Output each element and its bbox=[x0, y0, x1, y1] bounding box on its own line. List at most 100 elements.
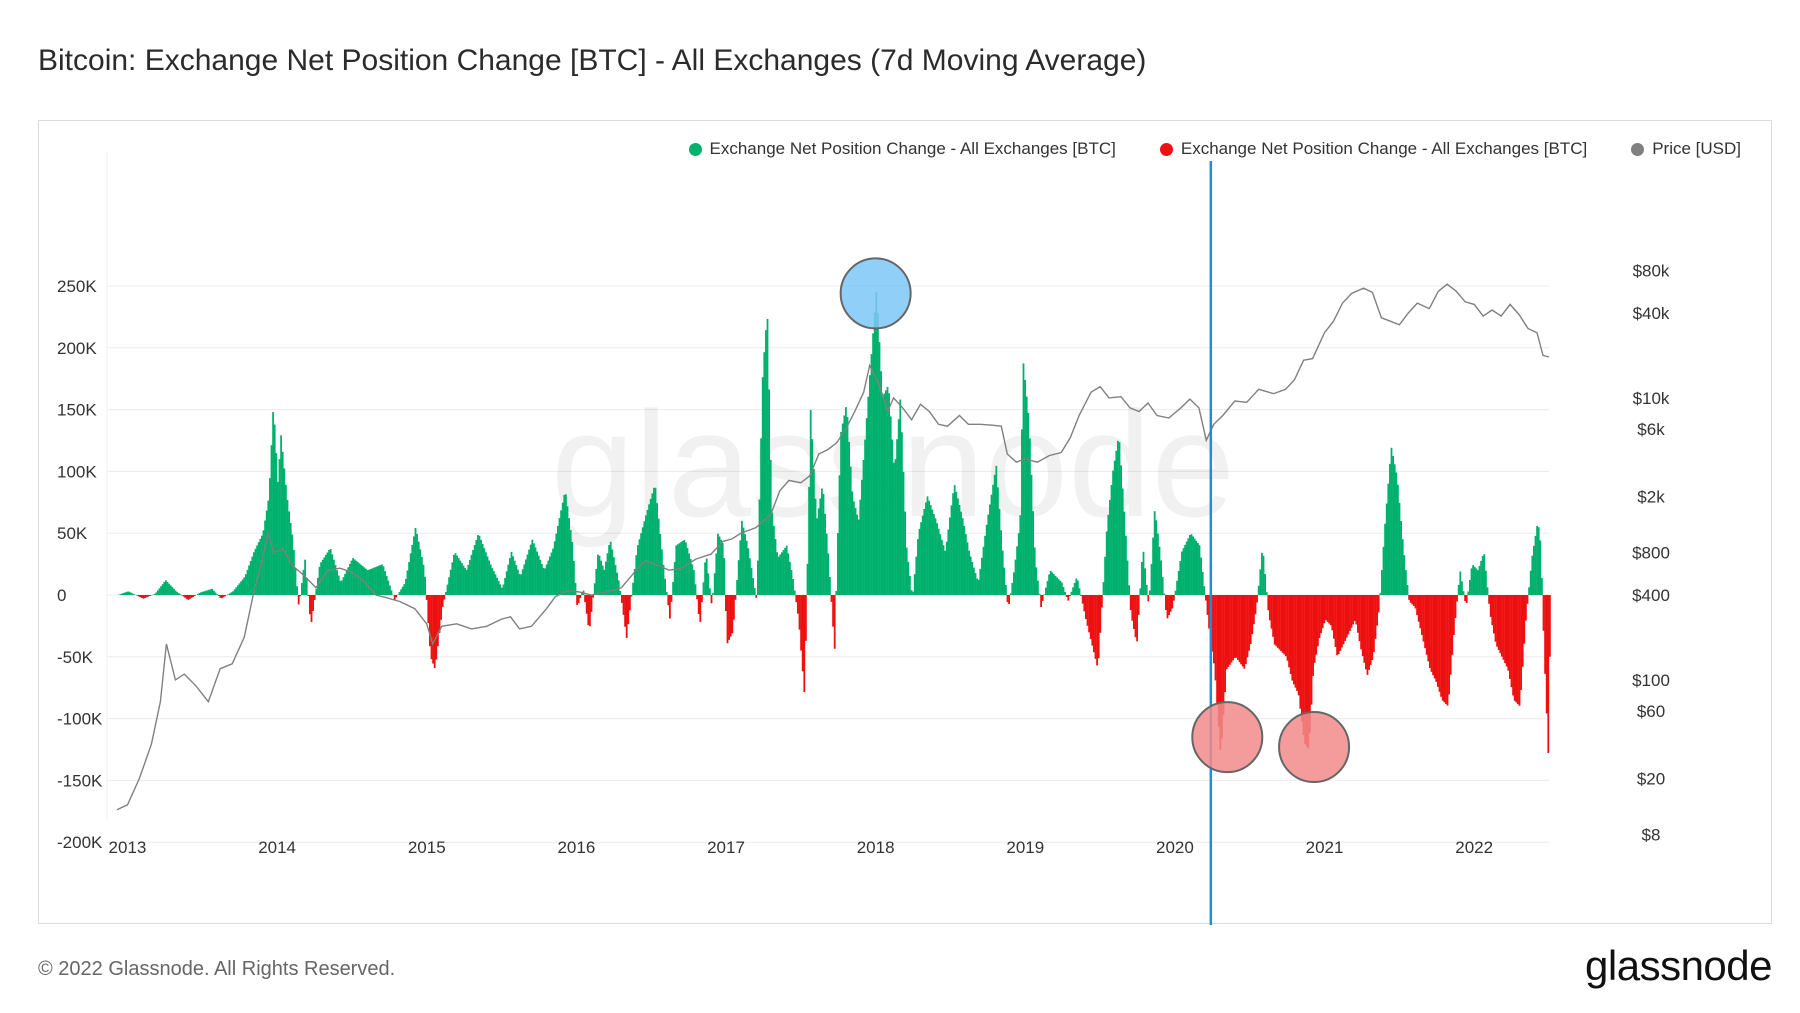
inflow-bar bbox=[1184, 544, 1186, 595]
inflow-bar bbox=[381, 564, 383, 595]
outflow-bar bbox=[1225, 595, 1228, 670]
inflow-bar bbox=[677, 544, 679, 595]
inflow-bar bbox=[744, 534, 746, 595]
outflow-bar bbox=[1376, 595, 1378, 626]
outflow-bar bbox=[1089, 595, 1092, 639]
inflow-bar bbox=[449, 569, 452, 595]
legend-item-price[interactable]: Price [USD] bbox=[1631, 139, 1741, 159]
outflow-bar bbox=[192, 595, 194, 597]
inflow-bar bbox=[305, 577, 308, 595]
outflow-bar bbox=[443, 595, 446, 600]
outflow-bar bbox=[1523, 595, 1526, 644]
outflow-bar bbox=[1491, 595, 1494, 626]
inflow-bar bbox=[597, 554, 599, 595]
y-right-tick-label: $10k bbox=[1633, 389, 1670, 408]
inflow-bar bbox=[1102, 582, 1105, 595]
inflow-bar bbox=[825, 533, 828, 595]
y-left-tick-label: 150K bbox=[57, 401, 97, 420]
inflow-bar bbox=[326, 552, 329, 595]
outflow-bar bbox=[313, 595, 316, 600]
x-tick-label: 2015 bbox=[408, 838, 446, 857]
outflow-bar bbox=[1424, 595, 1426, 649]
outflow-bar bbox=[1067, 595, 1070, 601]
outflow-bar bbox=[576, 595, 578, 605]
inflow-bar bbox=[633, 568, 636, 595]
inflow-bar bbox=[616, 572, 618, 595]
outflow-bar bbox=[1453, 595, 1455, 635]
outflow-bar bbox=[147, 595, 150, 597]
inflow-bar bbox=[161, 584, 164, 595]
outflow-bar bbox=[625, 595, 628, 638]
inflow-bar bbox=[286, 499, 289, 595]
outflow-bar bbox=[1296, 595, 1298, 691]
inflow-bar bbox=[1475, 568, 1478, 595]
outflow-bar bbox=[1318, 595, 1321, 639]
outflow-bar bbox=[1233, 595, 1236, 659]
outflow-bar bbox=[1325, 595, 1327, 621]
outflow-bar bbox=[1080, 595, 1082, 596]
outflow-bar bbox=[1216, 595, 1218, 704]
inflow-bar bbox=[712, 593, 714, 595]
outflow-bar bbox=[1507, 595, 1510, 671]
outflow-bar bbox=[1093, 595, 1095, 653]
inflow-bar bbox=[921, 515, 924, 595]
inflow-bar bbox=[1121, 488, 1124, 595]
inflow-bar bbox=[923, 509, 926, 595]
inflow-bar bbox=[969, 556, 972, 595]
outflow-bar bbox=[1496, 595, 1498, 647]
inflow-bar bbox=[653, 487, 655, 595]
outflow-bar bbox=[1169, 595, 1172, 612]
y-right-tick-label: $8 bbox=[1642, 826, 1661, 845]
inflow-bar bbox=[547, 560, 550, 595]
inflow-bar bbox=[1035, 567, 1038, 595]
inflow-bar bbox=[528, 549, 530, 595]
inflow-bar bbox=[133, 594, 135, 595]
outflow-bar bbox=[440, 595, 442, 620]
inflow-bar bbox=[931, 509, 934, 595]
outflow-bar bbox=[1441, 595, 1444, 701]
inflow-bar bbox=[979, 568, 982, 595]
inflow-bar bbox=[390, 590, 393, 595]
inflow-bar bbox=[1161, 577, 1164, 595]
inflow-bar bbox=[888, 393, 890, 595]
inflow-bar bbox=[901, 432, 903, 595]
inflow-bar bbox=[779, 554, 782, 595]
inflow-bar bbox=[566, 506, 569, 595]
x-tick-label: 2021 bbox=[1306, 838, 1344, 857]
inflow-bar bbox=[273, 424, 276, 595]
outflow-bar bbox=[1237, 595, 1239, 660]
outflow-bar bbox=[1365, 595, 1367, 670]
highlight-circle bbox=[1191, 701, 1264, 774]
inflow-bar bbox=[1382, 546, 1385, 595]
inflow-bar bbox=[1115, 450, 1118, 595]
inflow-bar bbox=[878, 342, 881, 595]
outflow-bar bbox=[1307, 595, 1310, 749]
inflow-bar bbox=[838, 475, 841, 595]
inflow-bar bbox=[345, 570, 348, 595]
inflow-bar bbox=[1019, 515, 1022, 595]
outflow-bar bbox=[430, 595, 433, 660]
inflow-bar bbox=[280, 435, 282, 595]
inflow-bar bbox=[302, 569, 305, 595]
inflow-bar bbox=[205, 590, 207, 595]
outflow-bar bbox=[1315, 595, 1318, 655]
inflow-bar bbox=[673, 562, 676, 595]
outflow-bar bbox=[1456, 595, 1458, 602]
inflow-bar bbox=[288, 511, 290, 595]
outflow-bar bbox=[728, 595, 730, 640]
outflow-bar bbox=[189, 595, 191, 599]
inflow-bar bbox=[1485, 570, 1487, 595]
legend-item-outflow[interactable]: Exchange Net Position Change - All Excha… bbox=[1159, 139, 1587, 159]
inflow-bar bbox=[1005, 584, 1007, 595]
inflow-bar bbox=[1187, 538, 1190, 595]
inflow-bar bbox=[158, 588, 161, 595]
legend-item-inflow[interactable]: Exchange Net Position Change - All Excha… bbox=[688, 139, 1116, 159]
inflow-bar bbox=[451, 562, 454, 595]
outflow-bar bbox=[1349, 595, 1351, 632]
inflow-bar bbox=[1481, 555, 1484, 595]
inflow-bar bbox=[1045, 587, 1047, 595]
inflow-bar bbox=[819, 498, 822, 595]
inflow-bar bbox=[517, 569, 519, 595]
outflow-bar bbox=[1280, 595, 1282, 652]
inflow-bar bbox=[1149, 590, 1151, 595]
